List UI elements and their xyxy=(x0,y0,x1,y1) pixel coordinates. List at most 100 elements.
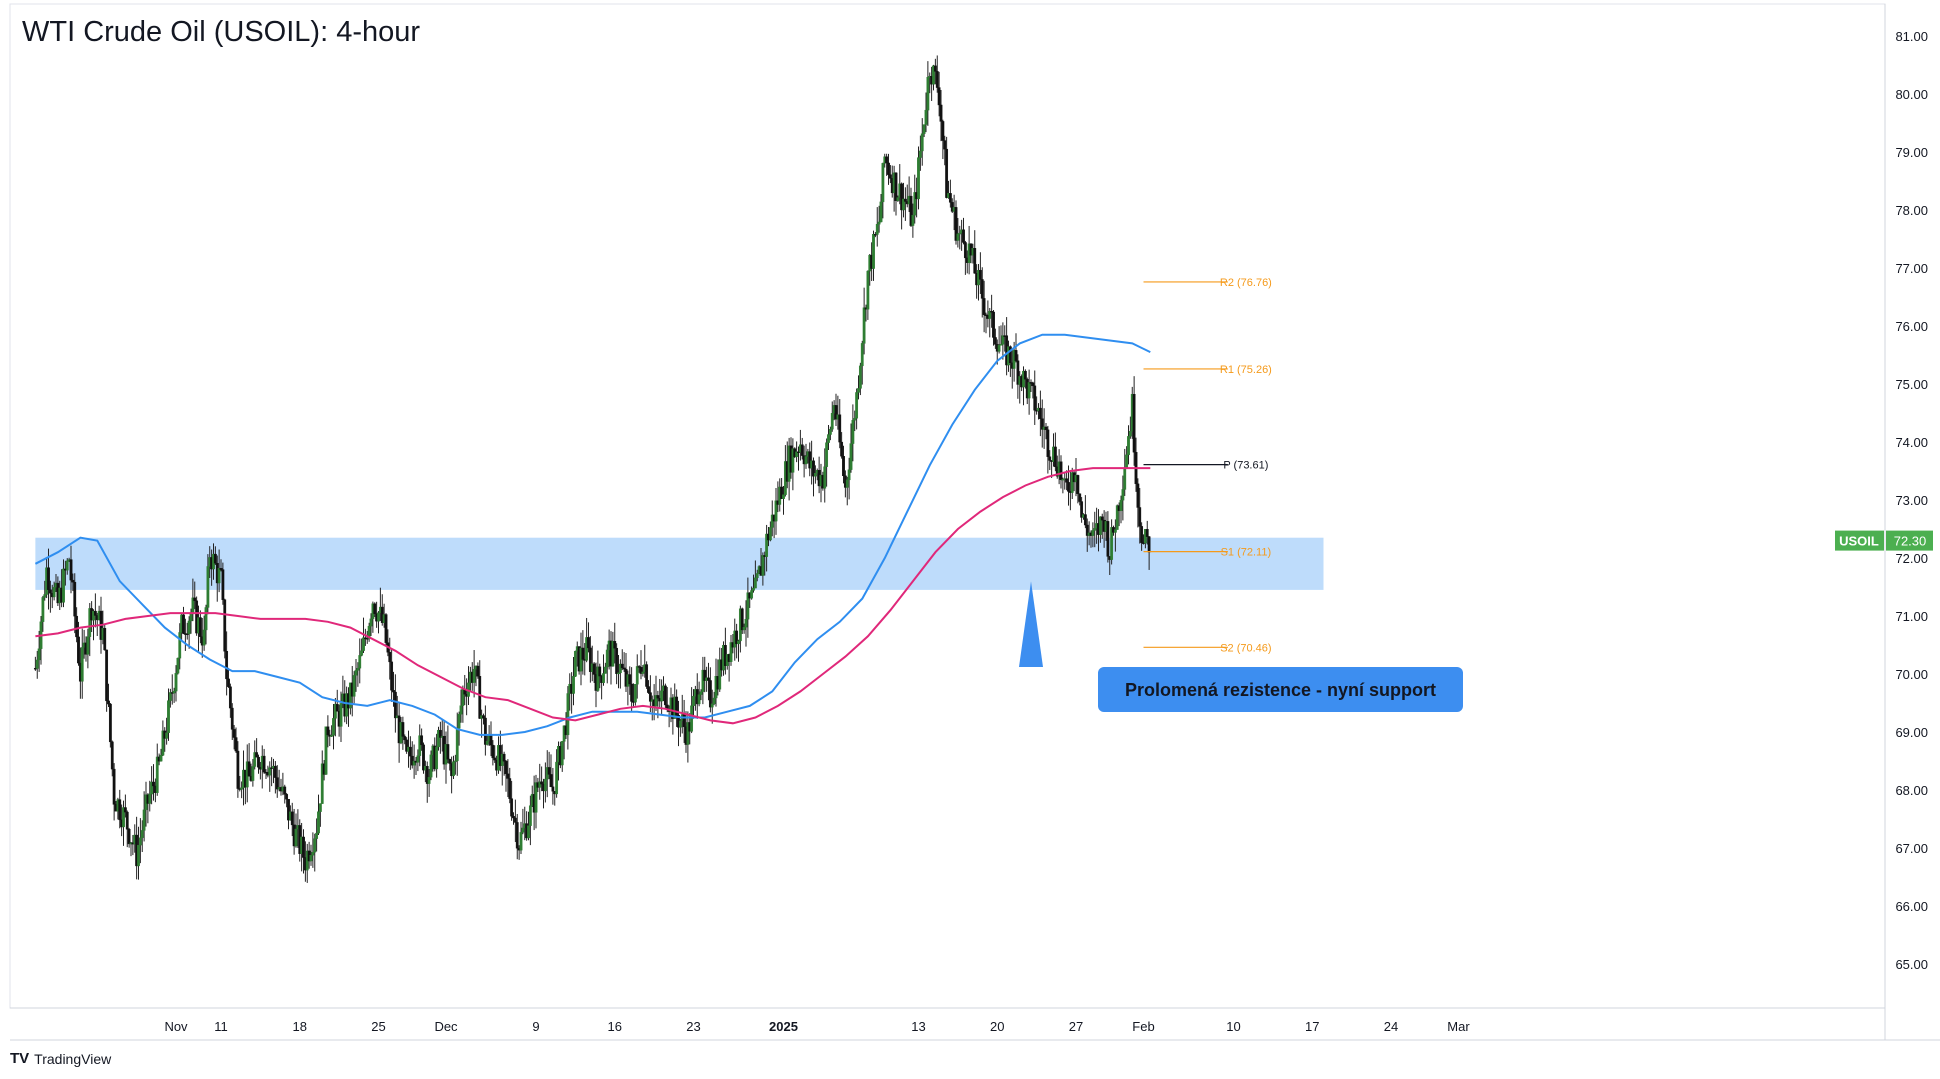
y-tick-label: 78.00 xyxy=(1895,203,1928,218)
candle-body xyxy=(941,121,945,141)
candle-body xyxy=(1031,382,1035,387)
candle-body xyxy=(489,734,493,746)
candle-body xyxy=(647,686,650,693)
candle-body xyxy=(459,705,463,715)
candle-body xyxy=(513,817,517,823)
y-tick-label: 79.00 xyxy=(1895,145,1928,160)
candle-body xyxy=(455,728,459,762)
candle-body xyxy=(922,124,926,134)
candle-body xyxy=(182,614,185,634)
candle-body xyxy=(172,690,176,694)
candle-body xyxy=(412,760,416,766)
candle-body xyxy=(573,651,577,677)
candle-body xyxy=(585,637,589,661)
candle-body xyxy=(872,234,875,269)
annotation-text: Prolomená rezistence - nyní support xyxy=(1125,680,1436,700)
candle-body xyxy=(761,555,765,576)
candle-body xyxy=(393,691,397,719)
candle-body xyxy=(982,298,986,315)
candle-body xyxy=(324,726,328,775)
candle-body xyxy=(418,735,422,756)
candle-body xyxy=(65,560,69,571)
x-tick-label: 25 xyxy=(371,1019,385,1034)
candle-body xyxy=(675,696,679,716)
candle-body xyxy=(879,201,883,223)
candle-body xyxy=(515,822,519,849)
candle-body xyxy=(251,766,255,781)
candle-body xyxy=(1085,524,1089,536)
candle-body xyxy=(71,579,75,583)
candle-body xyxy=(93,610,97,616)
candle-body xyxy=(1046,429,1050,457)
candle-body xyxy=(388,652,392,663)
candle-body xyxy=(369,618,373,627)
candle-body xyxy=(223,599,227,652)
candle-body xyxy=(945,148,949,198)
candle-body xyxy=(855,392,859,419)
candle-body xyxy=(1033,385,1037,411)
candle-body xyxy=(838,414,842,443)
candle-body xyxy=(268,767,272,776)
candle-body xyxy=(313,838,317,853)
candle-body xyxy=(857,388,860,393)
candle-body xyxy=(403,736,407,741)
candle-body xyxy=(257,756,260,768)
candle-body xyxy=(1140,526,1144,543)
x-tick-label: 9 xyxy=(532,1019,539,1034)
candle-body xyxy=(352,675,356,697)
candle-body xyxy=(206,566,210,608)
candle-body xyxy=(873,234,877,236)
candle-body xyxy=(954,207,958,241)
annotation-pointer xyxy=(1019,581,1043,667)
candle-body xyxy=(885,156,889,164)
candle-body xyxy=(547,767,551,775)
candle-body xyxy=(204,607,208,631)
candle-body xyxy=(729,642,733,662)
candle-body xyxy=(752,587,755,591)
candle-body xyxy=(718,659,722,690)
candle-body xyxy=(230,707,234,730)
candle-body xyxy=(384,614,388,643)
annotation-box xyxy=(1098,667,1463,712)
candle-body xyxy=(1016,360,1020,385)
candle-body xyxy=(543,778,547,792)
candle-body xyxy=(103,628,107,651)
candle-body xyxy=(935,71,939,88)
candle-body xyxy=(362,637,365,651)
tradingview-logo[interactable]: TV TradingView xyxy=(10,1050,111,1067)
candle-body xyxy=(1067,482,1070,492)
candle-body xyxy=(611,641,615,667)
candle-body xyxy=(828,428,832,435)
candle-body xyxy=(913,192,917,216)
candle-body xyxy=(392,690,395,693)
candle-body xyxy=(978,269,982,280)
candle-body xyxy=(1048,456,1052,461)
candle-body xyxy=(823,466,827,489)
candle-body xyxy=(620,663,624,669)
candle-body xyxy=(656,695,660,699)
candle-body xyxy=(1059,461,1063,480)
candle-body xyxy=(678,720,682,728)
candle-body xyxy=(69,559,73,581)
candle-body xyxy=(845,479,849,488)
candle-body xyxy=(165,732,169,739)
candle-body xyxy=(189,613,193,622)
candle-body xyxy=(768,527,772,541)
candle-body xyxy=(690,705,694,732)
candles xyxy=(33,55,1151,883)
candle-body xyxy=(686,722,690,745)
candle-body xyxy=(549,774,553,788)
candle-body xyxy=(262,755,266,773)
candle-body xyxy=(710,703,714,708)
candle-body xyxy=(735,630,739,645)
candle-body xyxy=(1093,528,1097,531)
candle-body xyxy=(1119,500,1123,512)
candle-body xyxy=(1145,529,1149,537)
candle-body xyxy=(596,666,600,691)
candle-body xyxy=(285,794,289,800)
candle-body xyxy=(438,729,442,738)
candle-body xyxy=(504,761,508,775)
candle-body xyxy=(354,670,358,676)
